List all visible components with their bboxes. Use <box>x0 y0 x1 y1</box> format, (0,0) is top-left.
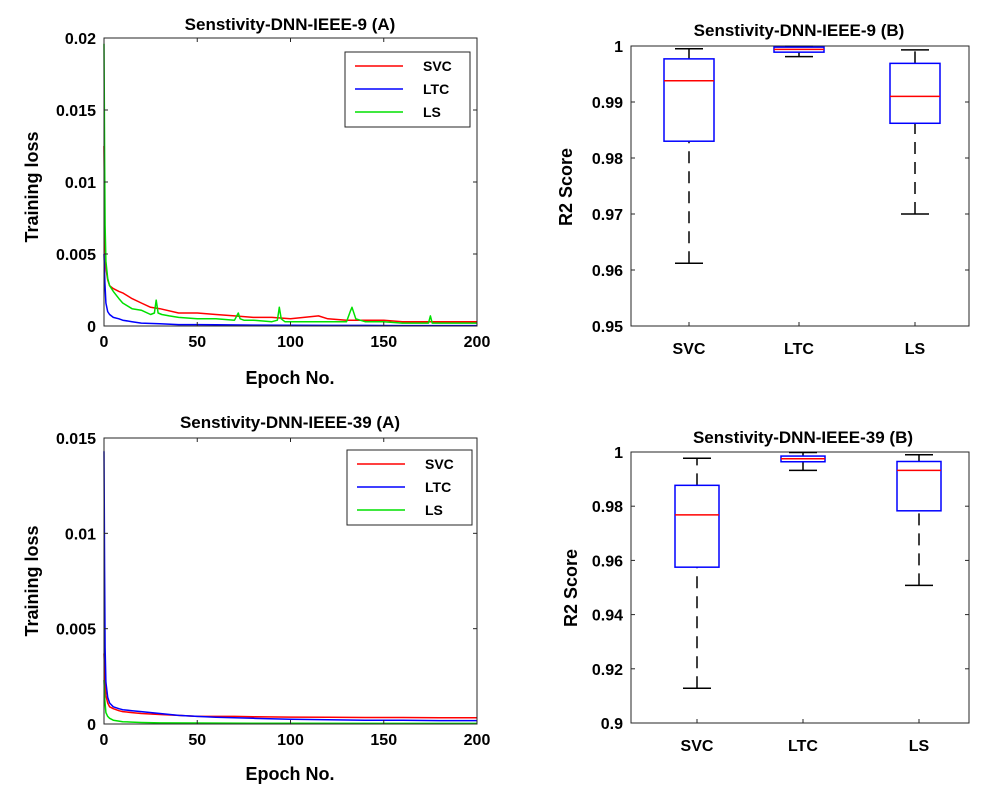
y-tick-label: 0.9 <box>601 716 623 733</box>
y-tick-label: 0.95 <box>592 319 623 336</box>
chart-title: Senstivity-DNN-IEEE-9 (B) <box>694 21 905 40</box>
chart-title: Senstivity-DNN-IEEE-39 (B) <box>693 428 913 447</box>
y-tick-label: 0.96 <box>592 553 623 570</box>
tick-labels: 0 50 100 150 200 0 0.005 0.01 0.015 <box>56 431 490 749</box>
series-line-ltc <box>103 253 477 327</box>
y-tick-label: 0.98 <box>592 499 623 516</box>
legend: SVC LTC LS <box>346 449 473 526</box>
chart-title: Senstivity-DNN-IEEE-9 (A) <box>185 15 396 34</box>
y-tick-label: 0.01 <box>65 526 96 543</box>
y-axis-label: R2 Score <box>561 549 581 627</box>
legend-label-svc: SVC <box>425 456 454 472</box>
category-label-ltc: LTC <box>784 341 814 358</box>
legend-label-ls: LS <box>425 502 443 518</box>
x-tick-label: 50 <box>188 334 206 351</box>
training-loss-ieee39-chart: Senstivity-DNN-IEEE-39 (A) Training loss… <box>22 413 490 784</box>
r2-score-ieee9-boxplot: Senstivity-DNN-IEEE-9 (B) R2 Score 0.950… <box>556 21 970 358</box>
chart-title: Senstivity-DNN-IEEE-39 (A) <box>180 413 400 432</box>
tick-labels: 0.9 0.92 0.94 0.96 0.98 1 SVC LTC LS <box>592 445 930 755</box>
y-tick-label: 0.01 <box>65 175 96 192</box>
x-tick-label: 0 <box>100 732 109 749</box>
x-tick-label: 200 <box>464 732 491 749</box>
y-axis-label: Training loss <box>22 525 42 636</box>
y-tick-label: 1 <box>614 39 623 56</box>
box-svc <box>674 484 720 568</box>
y-tick-label: 1 <box>614 445 623 462</box>
y-tick-label: 0 <box>87 319 96 336</box>
series-line-ls <box>103 680 477 725</box>
legend-label-ltc: LTC <box>423 81 449 97</box>
box-ls <box>889 62 941 125</box>
y-tick-label: 0.98 <box>592 151 623 168</box>
category-label-ls: LS <box>905 341 926 358</box>
legend-label-ls: LS <box>423 104 441 120</box>
legend-label-svc: SVC <box>423 58 452 74</box>
y-tick-label: 0.005 <box>56 622 96 639</box>
y-axis-label: Training loss <box>22 131 42 242</box>
r2-score-ieee39-boxplot: Senstivity-DNN-IEEE-39 (B) R2 Score 0.90… <box>561 428 970 755</box>
category-label-ltc: LTC <box>788 738 818 755</box>
y-tick-label: 0.02 <box>65 31 96 48</box>
category-label-svc: SVC <box>673 341 706 358</box>
y-tick-label: 0.97 <box>592 207 623 224</box>
x-tick-label: 150 <box>370 732 397 749</box>
y-tick-label: 0.005 <box>56 247 96 264</box>
legend-label-ltc: LTC <box>425 479 451 495</box>
y-tick-label: 0.96 <box>592 263 623 280</box>
x-tick-label: 200 <box>464 334 491 351</box>
y-axis-label: R2 Score <box>556 148 576 226</box>
legend: SVC LTC LS <box>344 51 471 128</box>
training-loss-ieee9-chart: Senstivity-DNN-IEEE-9 (A) Epoch No. Trai… <box>22 15 490 388</box>
box-ls <box>896 460 942 512</box>
series-line-ltc <box>103 451 477 722</box>
y-tick-label: 0.015 <box>56 431 96 448</box>
x-tick-label: 0 <box>100 334 109 351</box>
tick-labels: 0.95 0.96 0.97 0.98 0.99 1 SVC LTC LS <box>592 39 926 358</box>
x-tick-label: 50 <box>188 732 206 749</box>
x-tick-label: 100 <box>277 732 304 749</box>
y-tick-label: 0.94 <box>592 608 623 625</box>
tick-labels: 0 50 100 150 200 0 0.005 0.01 0.015 0.02 <box>56 31 490 351</box>
plot-area <box>630 45 970 327</box>
series-line-svc <box>103 145 477 323</box>
x-axis-label: Epoch No. <box>246 764 335 784</box>
y-tick-label: 0.99 <box>592 95 623 112</box>
plot-area <box>630 451 970 724</box>
category-label-svc: SVC <box>681 738 714 755</box>
axes-box <box>630 451 970 724</box>
y-tick-label: 0.015 <box>56 103 96 120</box>
axes-box <box>630 45 970 327</box>
y-tick-label: 0 <box>87 717 96 734</box>
x-tick-label: 100 <box>277 334 304 351</box>
x-tick-label: 150 <box>370 334 397 351</box>
y-tick-label: 0.92 <box>592 662 623 679</box>
category-label-ls: LS <box>909 738 930 755</box>
x-axis-label: Epoch No. <box>246 368 335 388</box>
series-line-ls <box>103 43 477 324</box>
box-svc <box>663 58 715 142</box>
